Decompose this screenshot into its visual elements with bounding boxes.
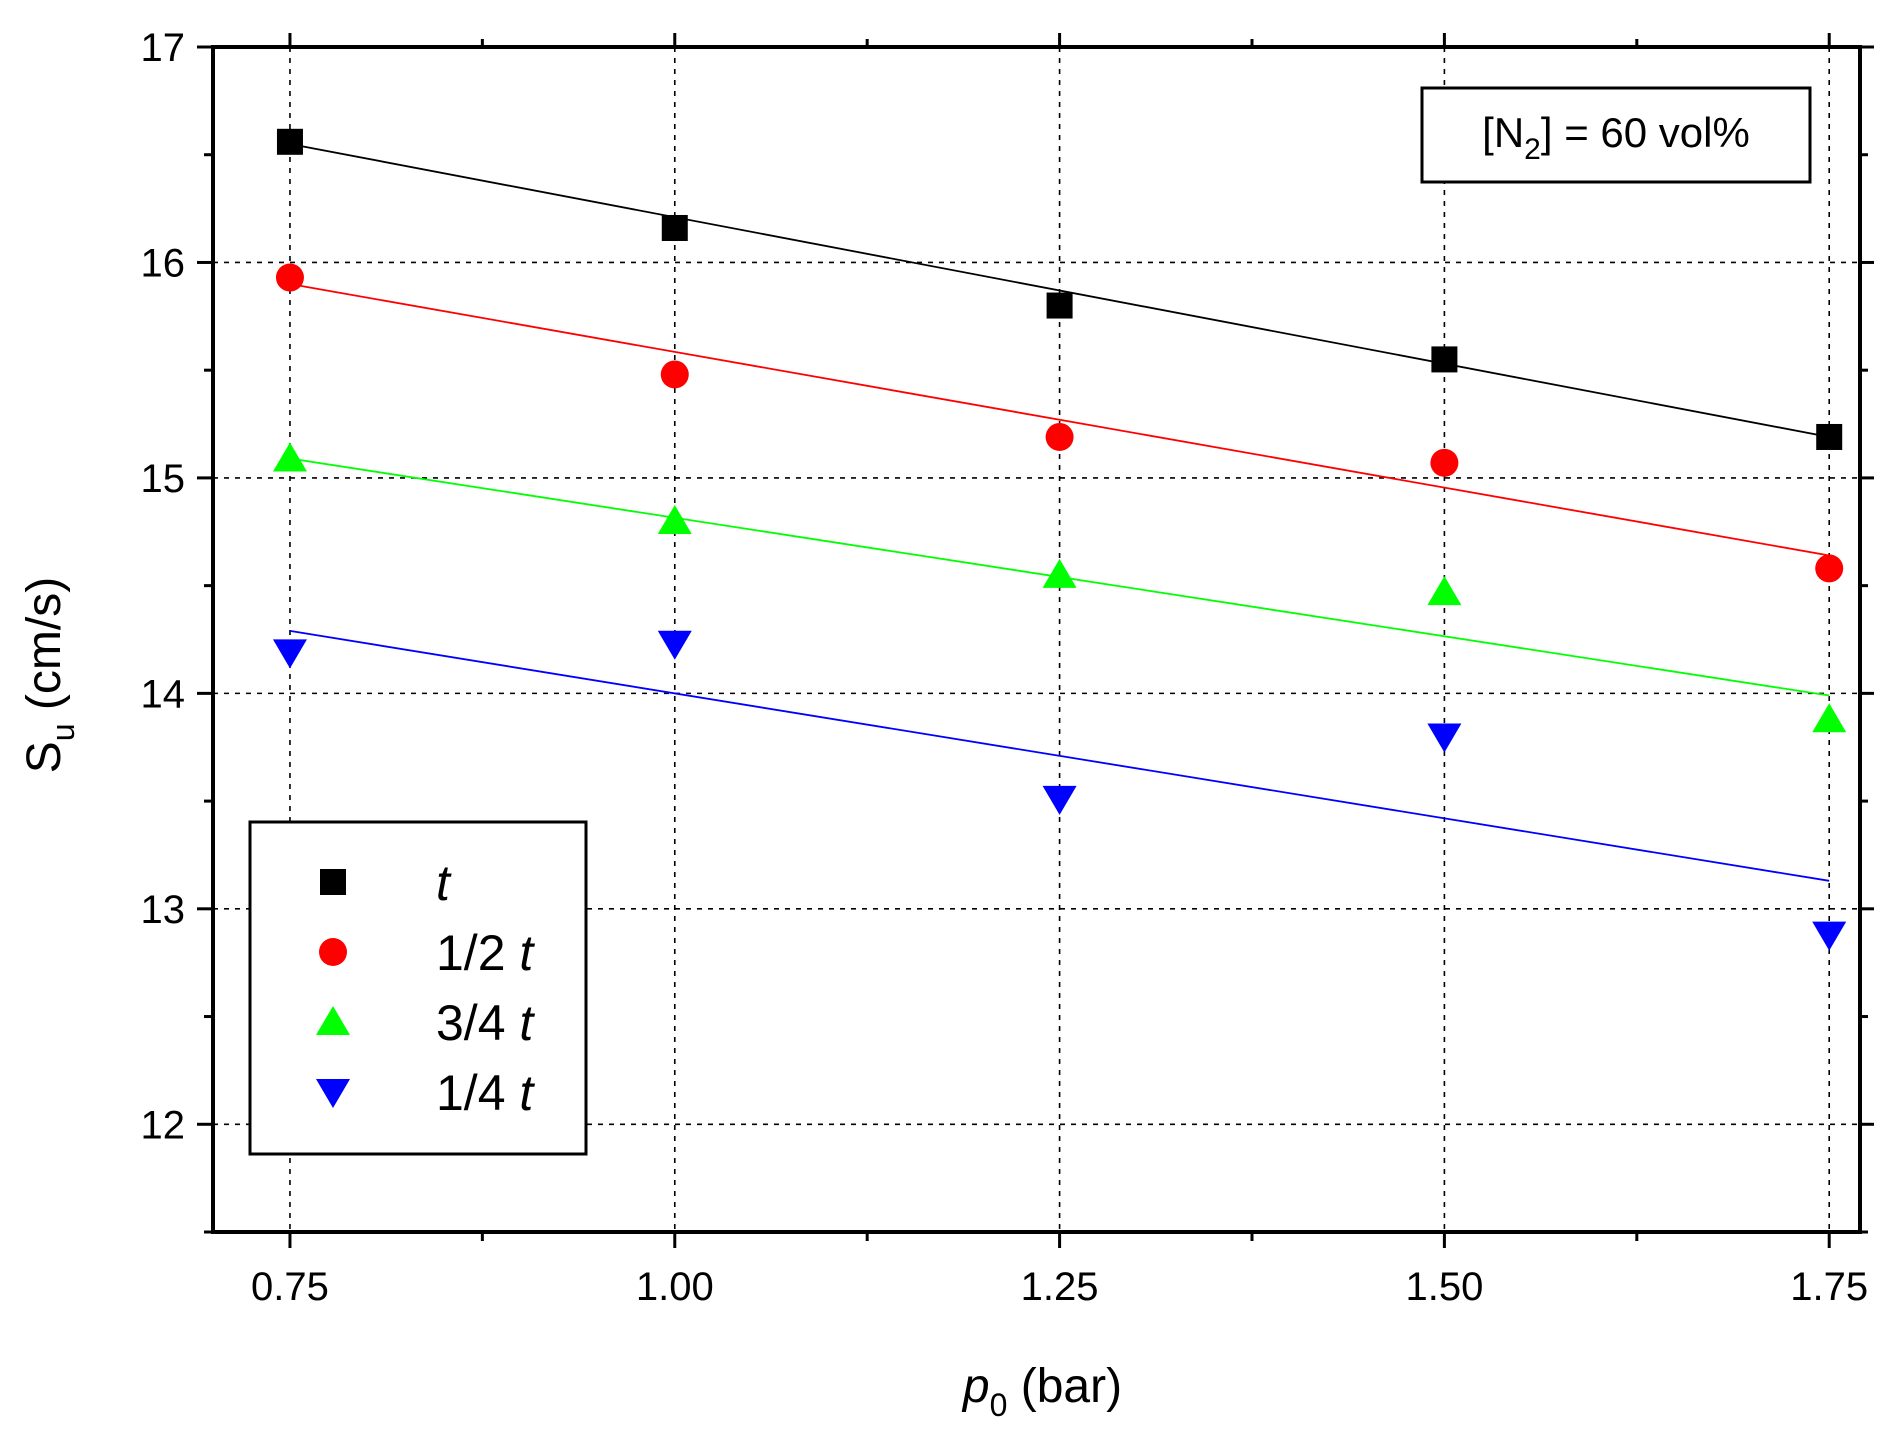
point-t-4 <box>1816 423 1843 450</box>
point-quarter-t-3 <box>1427 723 1462 753</box>
point-quarter-t-0 <box>272 639 307 669</box>
point-t-3 <box>1431 346 1458 373</box>
data-markers <box>272 128 1847 951</box>
point-three-quarter-t-0 <box>272 442 307 472</box>
x-axis-title-sub: 0 <box>990 1387 1008 1423</box>
fit-line-quarter-t <box>289 629 1830 882</box>
annotation-text: [N2] = 60 vol% <box>1482 109 1750 166</box>
point-half-t-3 <box>1430 448 1459 477</box>
point-half-t-0 <box>275 263 304 292</box>
fit-line-t <box>289 143 1830 438</box>
legend-label-half-t: 1/2 t <box>436 925 535 981</box>
y-axis-title-sub: u <box>45 723 81 741</box>
legend-frame <box>248 820 588 1156</box>
y-tick-label-3: 15 <box>141 457 186 501</box>
y-tick-label-2: 14 <box>141 672 186 716</box>
point-half-t-1 <box>660 360 689 389</box>
point-half-t-2 <box>1045 422 1074 451</box>
y-tick-label-0: 12 <box>141 1103 186 1147</box>
point-quarter-t-4 <box>1812 921 1847 951</box>
x-axis-title-suffix: (bar) <box>1007 1360 1122 1413</box>
legend-marker-three-quarter-t <box>316 1006 350 1035</box>
legend-marker-quarter-t <box>316 1079 350 1108</box>
point-three-quarter-t-1 <box>657 505 692 534</box>
legend-marker-t <box>320 869 346 895</box>
x-tick-label-1: 1.00 <box>636 1265 714 1309</box>
legend-label-three-quarter-t: 3/4 t <box>436 995 535 1051</box>
legend: t 1/2 t 3/4 t 1/4 t <box>248 820 588 1156</box>
point-three-quarter-t-3 <box>1427 576 1462 606</box>
y-tick-label-4: 16 <box>141 241 186 285</box>
fit-line-half-t <box>289 283 1830 557</box>
x-axis-title: p0 (bar) <box>961 1360 1122 1423</box>
x-tick-label-0: 0.75 <box>251 1265 329 1309</box>
x-tick-label-2: 1.25 <box>1021 1265 1099 1309</box>
point-t-2 <box>1046 292 1073 319</box>
annotation-box: [N2] = 60 vol% <box>1420 86 1812 184</box>
legend-label-t: t <box>436 855 452 911</box>
y-axis-title-main: S <box>18 741 71 773</box>
point-quarter-t-2 <box>1042 785 1077 815</box>
point-t-0 <box>276 128 303 155</box>
y-axis-title: Su (cm/s) <box>18 577 81 773</box>
legend-marker-half-t <box>319 938 347 966</box>
ticks: 0.75 1.00 1.25 1.50 1.75 12 13 14 15 16 17 <box>141 26 1874 1309</box>
x-tick-label-3: 1.50 <box>1405 1265 1483 1309</box>
plot-frame <box>211 45 1862 1234</box>
point-three-quarter-t-4 <box>1812 703 1847 733</box>
point-half-t-4 <box>1815 554 1844 583</box>
legend-label-quarter-t: 1/4 t <box>436 1065 535 1121</box>
point-quarter-t-1 <box>657 630 692 660</box>
y-axis-title-suffix: (cm/s) <box>18 577 71 724</box>
y-tick-label-5: 17 <box>141 26 186 70</box>
axes <box>211 45 1862 1234</box>
point-t-1 <box>661 214 688 241</box>
x-axis-title-main: p <box>961 1360 990 1413</box>
point-three-quarter-t-2 <box>1042 558 1077 588</box>
x-tick-label-4: 1.75 <box>1790 1265 1868 1309</box>
annotation-frame <box>1420 86 1812 184</box>
y-tick-label-1: 13 <box>141 888 186 932</box>
